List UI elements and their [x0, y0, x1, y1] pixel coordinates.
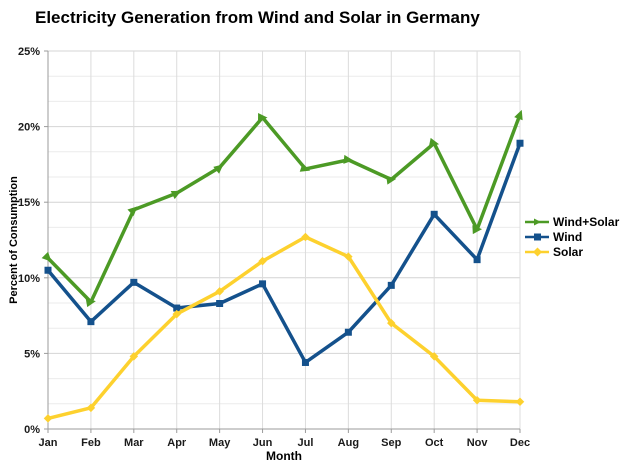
- marker-square: [387, 281, 395, 289]
- marker-square: [87, 318, 95, 326]
- x-tick-label: Sep: [381, 437, 401, 449]
- x-tick-label: Aug: [338, 437, 359, 449]
- legend-item-solar: Solar: [525, 244, 619, 259]
- marker-diamond: [43, 414, 53, 423]
- marker-diamond: [472, 396, 482, 405]
- legend-swatch-square-icon: [525, 233, 549, 240]
- legend-label: Wind+Solar: [553, 214, 620, 229]
- legend-swatch-diamond-icon: [525, 247, 549, 256]
- marker-diamond: [387, 318, 396, 328]
- marker-diamond: [86, 403, 96, 413]
- marker-square: [430, 210, 438, 218]
- legend: Wind+Solar Wind Solar: [525, 214, 620, 259]
- y-tick-label: 5%: [24, 348, 40, 360]
- marker-diamond: [172, 309, 181, 319]
- x-tick-label: Jul: [298, 437, 314, 449]
- series-line-wind-solar: [41, 109, 523, 308]
- marker-square: [130, 278, 138, 286]
- marker-diamond: [129, 352, 139, 361]
- x-tick-label: Jan: [39, 437, 58, 449]
- marker-square: [516, 139, 524, 147]
- marker-diamond: [215, 287, 224, 296]
- marker-square: [173, 304, 181, 312]
- y-tick-label: 20%: [18, 122, 40, 134]
- x-tick-label: Feb: [81, 437, 101, 449]
- x-tick-label: Mar: [124, 437, 144, 449]
- chart-title: Electricity Generation from Wind and Sol…: [35, 8, 480, 27]
- marker-diamond: [301, 232, 310, 242]
- marker-diamond: [515, 397, 525, 407]
- marker-square: [473, 256, 481, 264]
- marker-square: [44, 266, 52, 274]
- y-tick-label: 15%: [18, 197, 40, 209]
- marker-square: [259, 280, 267, 288]
- marker-diamond: [344, 252, 353, 261]
- legend-label: Wind: [553, 229, 583, 244]
- marker-square: [301, 358, 309, 366]
- x-tick-label: Dec: [510, 437, 530, 449]
- axes: [44, 50, 521, 433]
- x-tick-label: Apr: [167, 437, 187, 449]
- legend-item-wind-solar: Wind+Solar: [525, 214, 620, 229]
- y-axis-title: Percent of Consumption: [8, 176, 20, 304]
- y-tick-label: 10%: [18, 273, 40, 285]
- series-line-wind: [46, 141, 522, 365]
- marker-square: [216, 300, 224, 308]
- marker-square: [344, 328, 352, 336]
- legend-label: Solar: [553, 244, 584, 259]
- tick-labels: 0% 5% 10% 15% 20% 25% Jan Feb Mar Apr May Jun Jul Aug…: [18, 46, 530, 449]
- series-layer: [41, 109, 525, 423]
- y-tick-label: 25%: [18, 46, 40, 58]
- x-tick-label: Nov: [467, 437, 489, 449]
- x-axis-title: Month: [266, 449, 302, 463]
- marker-diamond: [429, 352, 439, 361]
- legend-item-wind: Wind: [525, 229, 619, 244]
- x-tick-label: May: [209, 437, 231, 449]
- x-tick-label: Jun: [253, 437, 273, 449]
- series-line-solar: [46, 235, 522, 421]
- legend-swatch-triangle-icon: [525, 218, 549, 225]
- x-tick-label: Oct: [425, 437, 444, 449]
- y-tick-label: 0%: [24, 424, 40, 436]
- marker-diamond: [258, 256, 267, 266]
